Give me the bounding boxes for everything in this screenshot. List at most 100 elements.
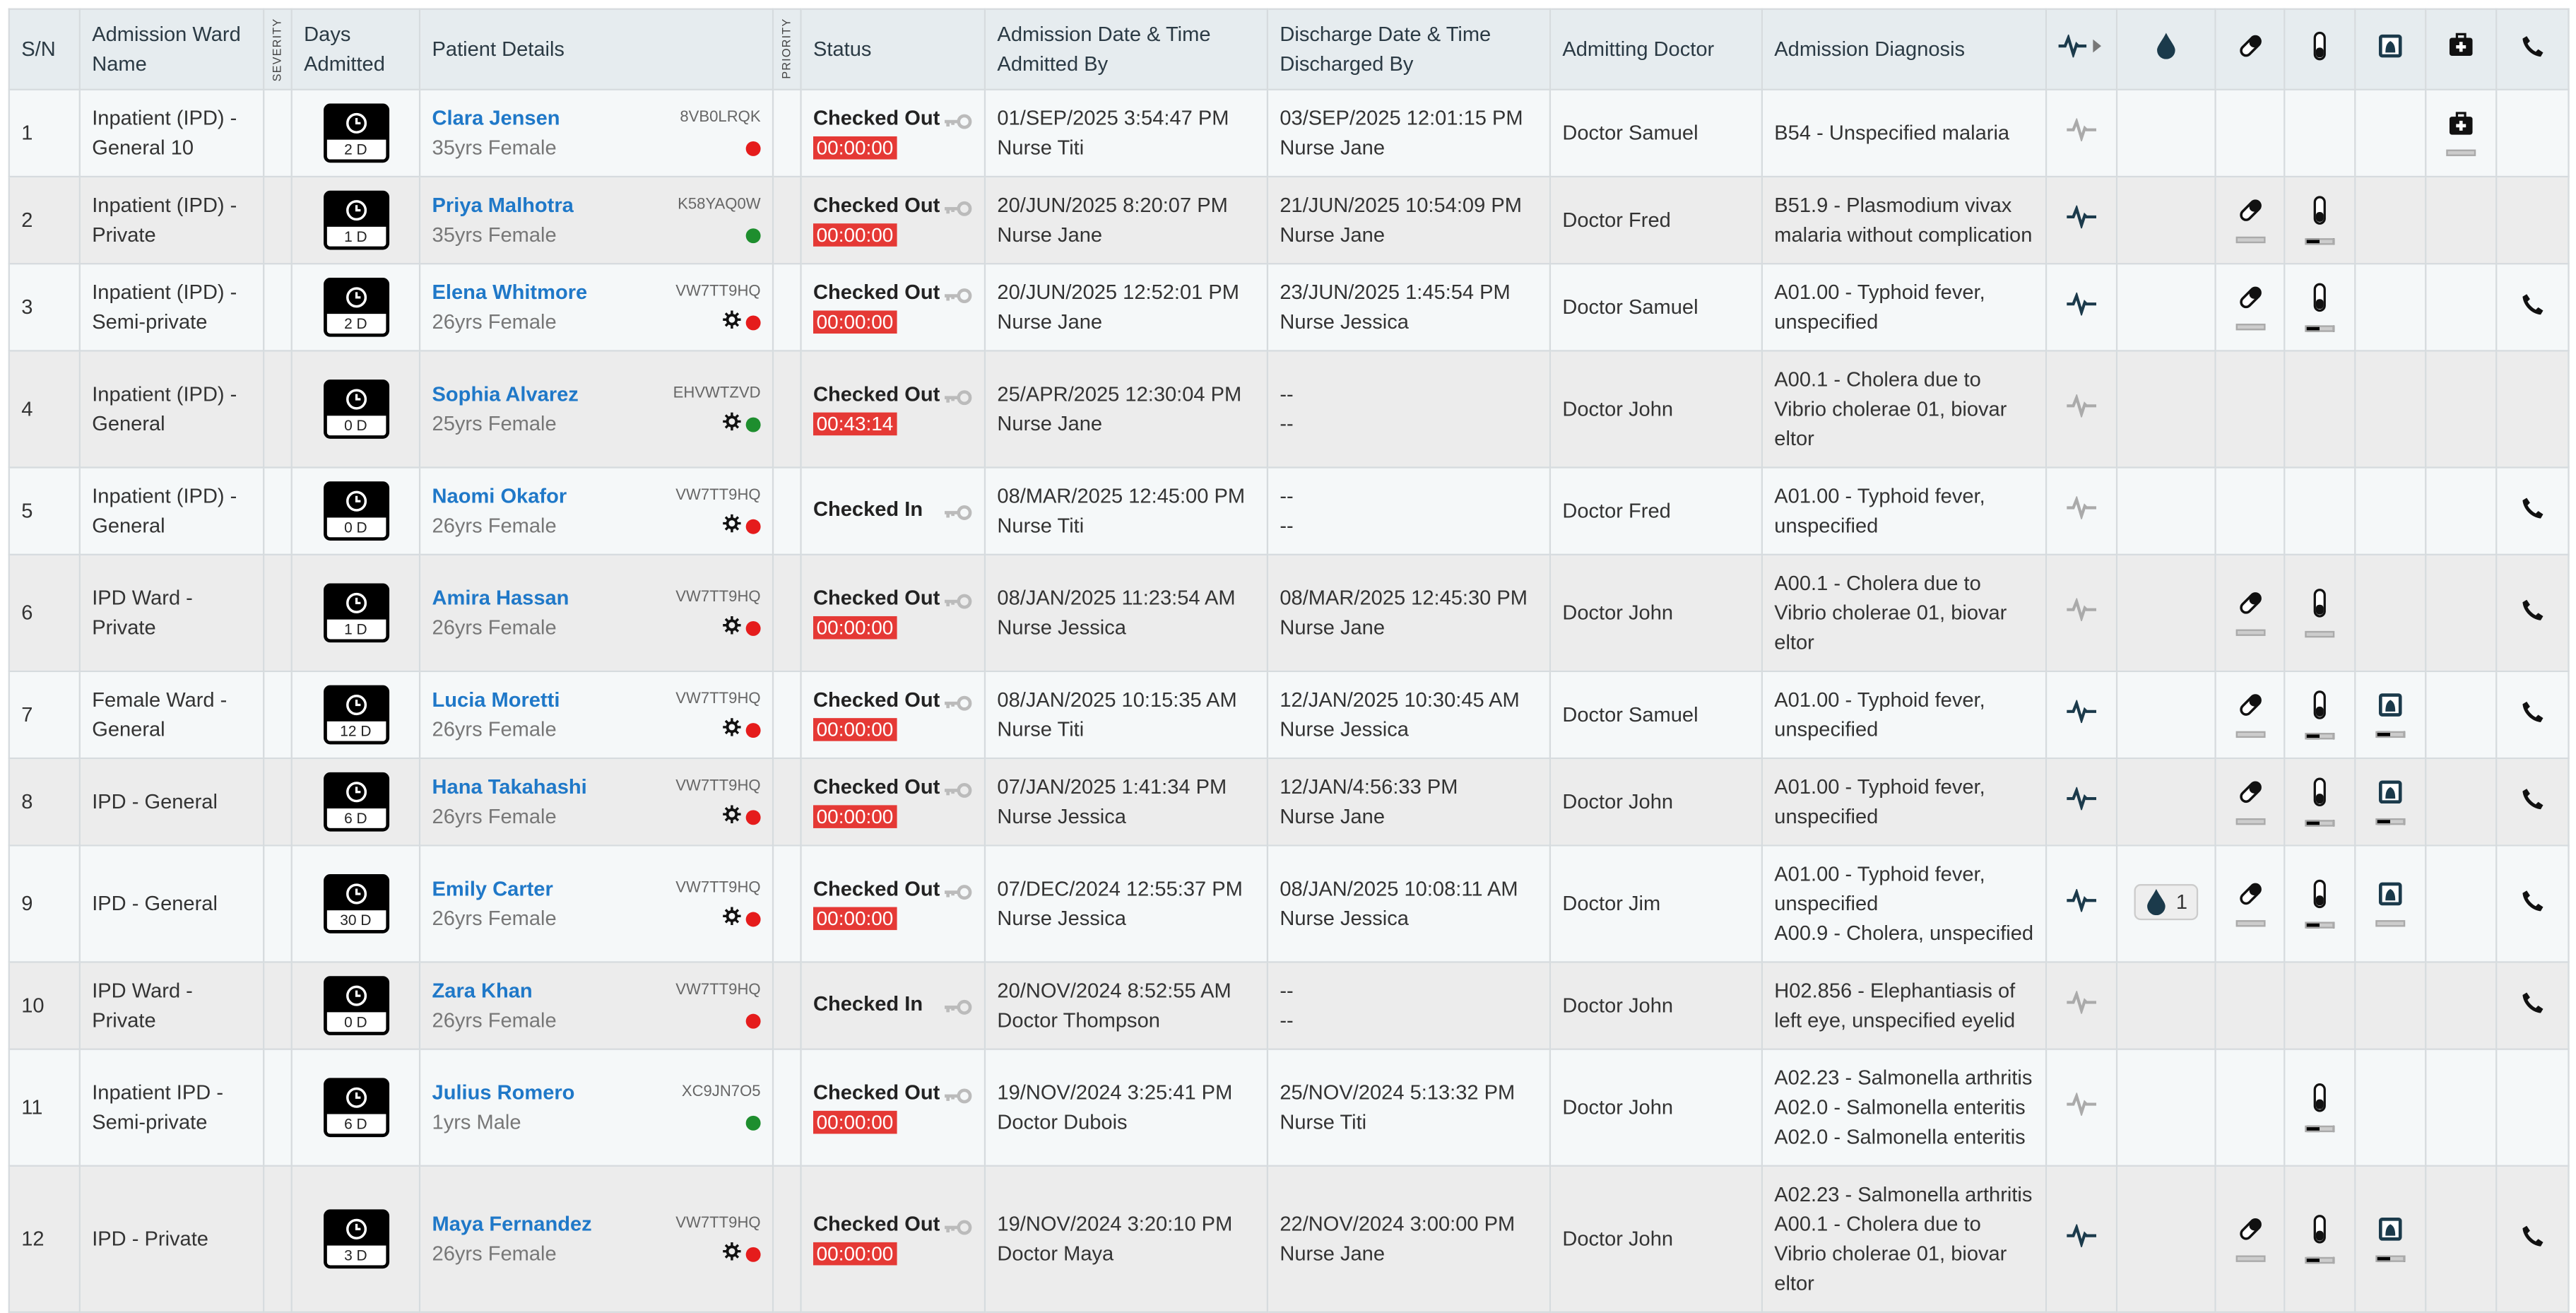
lab-icon <box>2313 30 2326 60</box>
icon-part <box>2522 35 2543 57</box>
icon-part <box>354 394 360 401</box>
patient-name[interactable]: Priya Malhotra <box>432 194 574 217</box>
patient-name[interactable]: Julius Romero <box>432 1081 575 1105</box>
key <box>943 1083 973 1112</box>
patient-code: VW7TT9HQ <box>675 588 761 607</box>
blood <box>2115 88 2216 178</box>
patient-line: 26yrs Female <box>432 904 761 934</box>
icon-part <box>957 288 972 304</box>
patient-line: 1yrs Male <box>432 1107 761 1137</box>
severity-dot <box>745 809 761 825</box>
patient-row: 1 Inpatient (IPD) - General 10 2 D Clara Je… <box>8 88 2570 178</box>
header-doctor: Admitting Doctor <box>1549 8 1763 90</box>
days-count: 0 D <box>326 517 386 538</box>
discharged-date: 08/JAN/2025 10:08:11 AM <box>1280 877 1518 901</box>
vitals <box>2045 670 2118 760</box>
icon-part <box>957 504 972 519</box>
priority <box>772 1048 802 1167</box>
key <box>943 1214 973 1244</box>
patient-name[interactable]: Emily Carter <box>432 877 553 901</box>
admitted-date: 20/JUN/2025 8:20:07 PM <box>997 194 1228 217</box>
icon-part <box>945 1225 959 1232</box>
patient-name[interactable]: Zara Khan <box>432 979 533 1003</box>
priority-label: PRIORITY <box>781 18 794 80</box>
patient-name[interactable]: Sophia Alvarez <box>432 382 579 406</box>
icon-part <box>345 287 366 308</box>
ward: IPD Ward - Private <box>78 961 265 1050</box>
days-admitted: 6 D <box>290 1048 421 1167</box>
clock-icon <box>345 1087 366 1108</box>
icon-part <box>945 119 959 127</box>
patient-code: VW7TT9HQ <box>675 486 761 505</box>
icon-part <box>2067 784 2097 811</box>
patient-name[interactable]: Naomi Okafor <box>432 484 567 508</box>
patient-name[interactable]: Elena Whitmore <box>432 281 588 305</box>
screen: S/N Admission Ward Name SEVERITY Days Admit… <box>8 8 2570 1313</box>
days-count: 30 D <box>326 910 386 931</box>
lab-icon <box>2313 1215 2326 1244</box>
days-admitted: 6 D <box>290 757 421 847</box>
patient-name[interactable]: Lucia Moretti <box>432 688 560 712</box>
admitted-by: Nurse Titi <box>997 718 1085 741</box>
patient-details: Zara Khan VW7TT9HQ 26yrs Female <box>418 961 774 1050</box>
diagnosis: A01.00 - Typhoid fever, unspecified <box>1761 263 2048 352</box>
priority <box>772 263 802 352</box>
sn: 5 <box>8 466 81 555</box>
days-clock <box>326 383 386 416</box>
diagnosis: B54 - Unspecified malaria <box>1761 88 2048 178</box>
patient-age: 26yrs Female <box>432 1008 557 1032</box>
blood: 1 <box>2115 844 2216 963</box>
blood <box>2115 175 2216 265</box>
icon-part <box>345 389 366 410</box>
severity-dot <box>745 911 761 926</box>
blood-badge: 1 <box>2133 883 2199 921</box>
days-admitted: 2 D <box>290 88 421 178</box>
imaging <box>2354 466 2427 555</box>
header-patient: Patient Details <box>418 8 774 90</box>
admitted-by: Doctor Thompson <box>997 1008 1160 1032</box>
patient-details: Maya Fernandez VW7TT9HQ 26yrs Female <box>418 1165 774 1313</box>
patient-name[interactable]: Clara Jensen <box>432 107 560 130</box>
vitals <box>2045 844 2118 963</box>
icon-part <box>2093 38 2102 52</box>
icon-part <box>2315 211 2324 222</box>
key <box>943 384 973 414</box>
key-icon <box>945 390 972 406</box>
patient-line: Julius Romero XC9JN7O5 <box>432 1078 761 1107</box>
diagnosis-line: A02.0 - Salmonella enteritis <box>1774 1125 2026 1149</box>
gear-icon <box>723 310 741 329</box>
admission: 01/SEP/2025 3:54:47 PM Nurse Titi <box>983 88 1269 178</box>
header-icon <box>2495 8 2570 90</box>
icon-part <box>2239 592 2261 614</box>
patient-name[interactable]: Maya Fernandez <box>432 1213 592 1236</box>
status-text: Checked In <box>813 497 923 520</box>
indicator-bar <box>2235 818 2265 825</box>
patient-name[interactable]: Amira Hassan <box>432 587 569 610</box>
icon-part <box>2239 1218 2261 1240</box>
icon-part <box>2455 111 2466 119</box>
doctor: Doctor John <box>1549 1165 1763 1313</box>
admitted-date: 08/JAN/2025 10:15:35 AM <box>997 688 1237 712</box>
days-admitted: 0 D <box>290 466 421 555</box>
priority <box>772 466 802 555</box>
key-icon <box>945 695 972 711</box>
icon-part <box>2067 116 2097 143</box>
patient-details: Priya Malhotra K58YAQ0W 35yrs Female <box>418 175 774 265</box>
discharged-date: 25/NOV/2024 5:13:32 PM <box>1280 1081 1516 1105</box>
icon-part <box>2239 883 2261 905</box>
lab <box>2283 88 2356 178</box>
icon-part <box>354 292 360 299</box>
icon-part <box>945 701 959 709</box>
patient-name[interactable]: Hana Takahashi <box>432 775 587 799</box>
kit <box>2425 263 2498 352</box>
vitals <box>2045 1048 2118 1167</box>
ward: Inpatient IPD - Semi-private <box>78 1048 265 1167</box>
icon-part <box>945 396 959 403</box>
lab <box>2283 961 2356 1050</box>
key <box>943 588 973 618</box>
icon-part <box>354 495 360 502</box>
patient-row: 4 Inpatient (IPD) - General 0 D Sophia Alva… <box>8 350 2570 469</box>
days-badge: 1 D <box>322 190 389 250</box>
patient-marks <box>723 307 761 337</box>
kit <box>2425 350 2498 469</box>
